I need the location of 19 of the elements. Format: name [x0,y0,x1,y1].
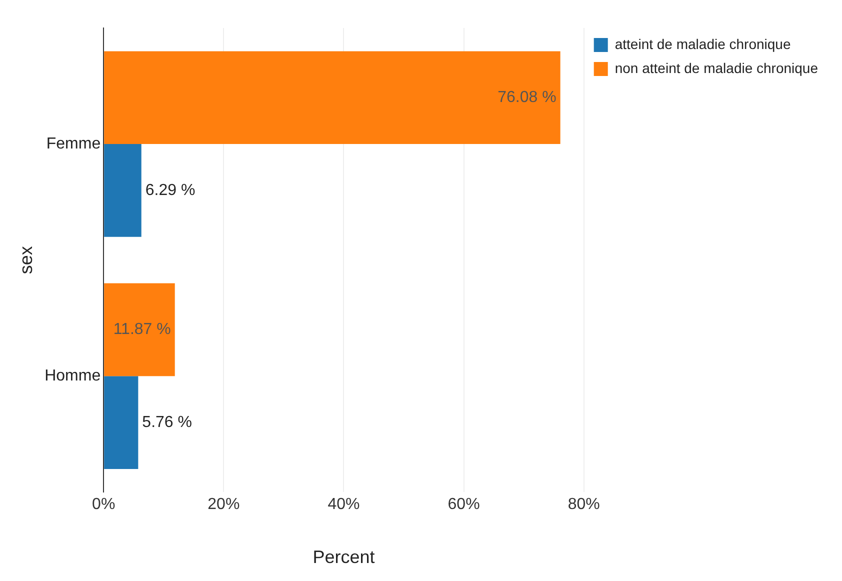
x-tick-label: 20% [208,496,240,514]
x-tick-label: 60% [448,496,480,514]
y-tick-label: Femme [46,135,101,152]
x-tick-label: 80% [568,496,600,514]
bar [104,51,560,144]
data-label: 5.76 % [142,414,192,431]
data-label: 6.29 % [145,182,196,199]
x-axis-title: Percent [312,547,375,568]
x-tick-label: 40% [328,496,360,514]
x-tick-label: 0% [92,496,116,514]
legend-label: non atteint de maladie chronique [614,60,818,76]
y-tick-label: Homme [44,368,101,385]
bar [104,376,138,469]
data-label: 11.87 % [113,321,171,338]
data-label: 76.08 % [498,89,556,106]
y-axis-title: sex [16,246,36,274]
bar [104,144,142,237]
legend-label: atteint de maladie chronique [614,36,791,52]
bar [104,283,175,376]
